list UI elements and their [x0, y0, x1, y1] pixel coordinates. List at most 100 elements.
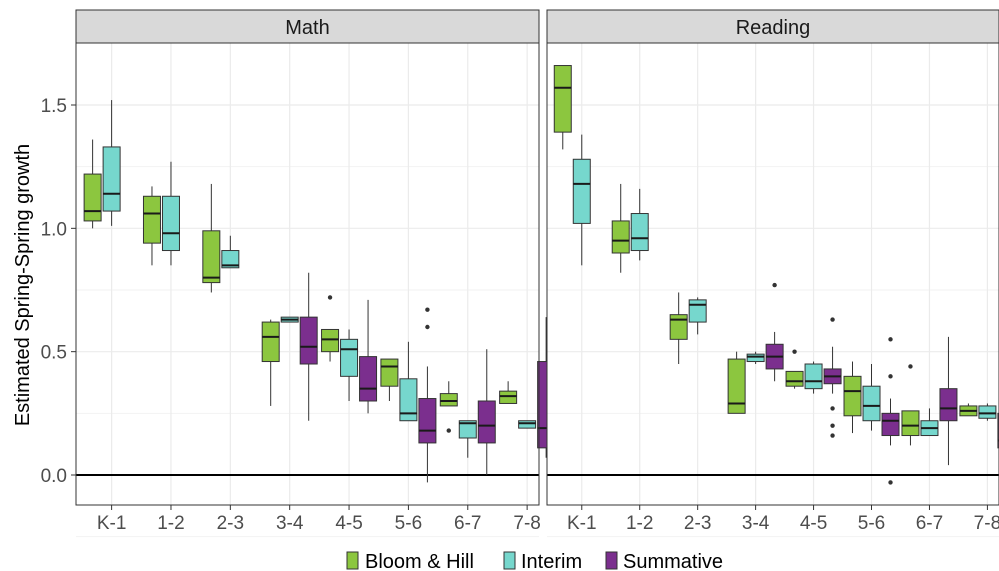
box-math-summative-6-7	[477, 349, 496, 475]
x-tick-label-7-8: 7-8	[513, 513, 540, 534]
strip-math	[75, 9, 540, 44]
box-math-interim-3-4	[280, 316, 299, 323]
outlier-point	[327, 295, 333, 300]
panel-math-border	[75, 42, 540, 506]
box-math-interim-5-6	[399, 341, 418, 422]
box-body	[458, 420, 477, 439]
x-tick-label-7-8: 7-8	[974, 513, 999, 534]
outlier-point	[425, 324, 430, 330]
box-body	[688, 299, 707, 323]
y-axis: 0.0 0.5 1.0 1.5	[41, 96, 76, 487]
box-body	[630, 213, 649, 252]
x-tick-label-2-3: 2-3	[684, 513, 711, 534]
legend-item-bloom-hill: Bloom & Hill	[346, 551, 474, 571]
legend-key-summative	[605, 551, 618, 570]
box-body	[499, 390, 518, 404]
box-body	[321, 328, 340, 353]
box-body	[202, 230, 221, 284]
x-tick-label-4-5: 4-5	[800, 513, 827, 534]
box-body	[553, 65, 572, 133]
box-reading-interim-k-1	[572, 134, 591, 266]
box-reading-interim-1-2	[630, 188, 649, 261]
box-body	[611, 220, 630, 254]
box-math-summative-3-4	[299, 272, 318, 421]
outlier-point	[830, 317, 835, 322]
box-reading-summative-3-4	[765, 282, 784, 382]
panel-reading-marks	[546, 42, 999, 506]
strip-reading-label: Reading	[736, 17, 811, 39]
box-reading-summative-4-5	[823, 317, 842, 438]
x-tick-label-5-6: 5-6	[395, 513, 422, 534]
x-tick-label-k-1: K-1	[567, 513, 597, 534]
box-body	[83, 173, 102, 222]
strip-reading	[546, 9, 999, 44]
box-body	[978, 405, 997, 419]
box-reading-summative-6-7	[939, 336, 958, 466]
y-axis-title: Estimated Spring-Spring growth	[12, 144, 34, 426]
panel-reading-background	[547, 43, 999, 538]
box-math-interim-4-5	[340, 329, 359, 401]
box-math-interim-6-7	[458, 420, 477, 458]
legend-item-summative: Summative	[605, 551, 723, 571]
box-body	[572, 158, 591, 224]
box-body	[669, 314, 688, 340]
box-math-bloom-hill-3-4	[261, 319, 280, 406]
outlier-point	[888, 374, 893, 379]
box-body	[746, 353, 765, 363]
panel-reading-border	[546, 42, 999, 506]
x-tick-label-k-1: K-1	[97, 513, 127, 534]
box-math-summative-4-5	[359, 299, 378, 414]
legend-item-interim: Interim	[503, 551, 582, 571]
box-math-bloom-hill-4-5	[321, 295, 340, 362]
box-math-interim-1-2	[161, 161, 180, 266]
x-tick-label-2-3: 2-3	[217, 513, 244, 534]
y-tick-label: 0.0	[41, 466, 67, 487]
strip-math-label: Math	[285, 17, 329, 39]
box-math-interim-7-8	[518, 420, 537, 429]
outlier-point	[792, 349, 797, 354]
box-math-bloom-hill-6-7	[439, 381, 458, 433]
box-reading-interim-3-4	[746, 351, 765, 364]
box-reading-bloom-hill-5-6	[843, 361, 862, 434]
box-math-bloom-hill-5-6	[380, 358, 399, 401]
box-body	[418, 398, 437, 444]
panel-reading-x-axis: K-1 1-2 2-3 3-4 4-5 5-6 6-7 7-8	[567, 505, 999, 534]
panel-math-background	[76, 43, 539, 538]
legend-key-bloom-hill	[346, 551, 359, 570]
box-body	[340, 338, 359, 377]
box-body	[727, 358, 746, 414]
box-reading-interim-4-5	[804, 361, 823, 394]
legend: Bloom & Hill Interim Summative	[346, 551, 723, 571]
box-reading-interim-7-8	[978, 403, 997, 421]
box-body	[901, 410, 920, 437]
box-body	[939, 388, 958, 422]
legend-key-interim	[503, 551, 516, 570]
box-math-bloom-hill-k-1	[83, 139, 102, 229]
box-reading-interim-6-7	[920, 408, 939, 437]
outlier-point	[772, 282, 777, 288]
panel-math-x-axis: K-1 1-2 2-3 3-4 4-5 5-6 6-7 7-8	[97, 505, 541, 534]
outlier-point	[830, 423, 835, 428]
box-body	[804, 363, 823, 390]
y-tick-label: 1.5	[41, 96, 67, 117]
outlier-point	[446, 428, 451, 433]
legend-label-summative: Summative	[623, 551, 723, 571]
x-tick-label-3-4: 3-4	[276, 513, 304, 534]
y-tick-label: 1.0	[41, 219, 67, 240]
x-tick-label-5-6: 5-6	[858, 513, 885, 534]
box-math-bloom-hill-7-8	[499, 381, 518, 404]
box-math-bloom-hill-1-2	[142, 186, 161, 266]
box-body	[439, 393, 458, 407]
outlier-point	[830, 406, 835, 411]
box-body	[477, 400, 496, 444]
outlier-point	[888, 337, 893, 342]
panel-math: Math K-1 1-2 2-3 3-4 4-5 5-6 6-7 7-8	[75, 9, 556, 538]
box-body	[997, 412, 999, 449]
outlier-point	[425, 307, 430, 312]
box-body	[102, 146, 121, 212]
box-body	[380, 358, 399, 387]
box-body	[785, 370, 804, 387]
box-body	[843, 375, 862, 417]
outlier-point	[830, 433, 835, 438]
